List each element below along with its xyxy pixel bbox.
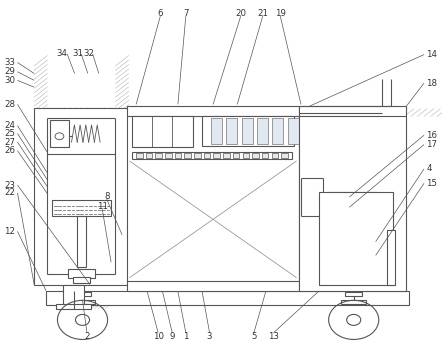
Text: 5: 5 <box>251 331 256 340</box>
Text: 12: 12 <box>4 227 15 236</box>
Text: 33: 33 <box>4 58 15 67</box>
Text: 18: 18 <box>426 79 437 88</box>
Bar <box>223 153 230 158</box>
Bar <box>241 118 253 144</box>
Bar <box>233 153 239 158</box>
Bar <box>62 284 85 305</box>
Text: 32: 32 <box>84 49 95 58</box>
Text: 22: 22 <box>4 189 15 198</box>
Text: 2: 2 <box>84 331 89 340</box>
Bar <box>288 118 299 144</box>
Text: 4: 4 <box>426 164 432 173</box>
Text: 34: 34 <box>56 49 67 58</box>
Bar <box>165 153 172 158</box>
Bar <box>204 153 210 158</box>
Text: 8: 8 <box>104 192 109 201</box>
Text: 26: 26 <box>4 146 15 155</box>
Text: 6: 6 <box>158 9 163 18</box>
Bar <box>257 118 268 144</box>
Bar <box>50 120 70 147</box>
Bar <box>127 106 299 291</box>
Bar <box>342 300 366 304</box>
Text: 15: 15 <box>426 179 437 188</box>
Bar <box>262 153 268 158</box>
Bar <box>202 116 294 146</box>
Bar <box>70 300 95 304</box>
Text: 24: 24 <box>4 121 15 130</box>
Bar <box>327 192 376 264</box>
Bar <box>299 106 406 291</box>
Text: 19: 19 <box>275 9 286 18</box>
Bar <box>272 118 284 144</box>
Text: 7: 7 <box>183 9 189 18</box>
Text: 21: 21 <box>257 9 268 18</box>
Bar <box>211 118 222 144</box>
Bar <box>77 216 86 267</box>
Text: 10: 10 <box>153 331 163 340</box>
Bar <box>34 108 128 284</box>
Text: 1: 1 <box>183 331 189 340</box>
Bar <box>184 153 191 158</box>
Bar <box>226 118 237 144</box>
Bar <box>194 153 201 158</box>
Text: 13: 13 <box>268 331 279 340</box>
Text: 20: 20 <box>235 9 246 18</box>
Bar <box>242 153 249 158</box>
Text: 14: 14 <box>426 50 437 59</box>
Bar <box>341 199 362 257</box>
Text: 25: 25 <box>4 129 15 138</box>
Text: 30: 30 <box>4 76 15 85</box>
Bar <box>146 153 152 158</box>
Bar <box>136 153 143 158</box>
Bar <box>73 277 90 283</box>
Bar <box>132 116 193 147</box>
Bar <box>319 192 393 284</box>
Text: 31: 31 <box>72 49 83 58</box>
Bar <box>155 153 162 158</box>
Text: 16: 16 <box>426 131 437 140</box>
Bar <box>281 153 288 158</box>
Bar <box>387 230 396 284</box>
Text: 9: 9 <box>170 331 175 340</box>
Bar <box>74 292 91 295</box>
Text: 23: 23 <box>4 181 15 190</box>
Text: 29: 29 <box>4 67 15 76</box>
Bar <box>56 304 91 309</box>
Bar <box>345 292 362 295</box>
Bar <box>68 269 95 278</box>
Bar <box>175 153 182 158</box>
Text: 27: 27 <box>4 138 15 147</box>
Text: 17: 17 <box>426 140 437 149</box>
Bar <box>132 152 292 159</box>
Text: 11: 11 <box>97 202 108 211</box>
Bar <box>272 153 278 158</box>
Bar <box>214 153 220 158</box>
Bar <box>46 291 408 305</box>
Text: 28: 28 <box>4 100 15 109</box>
Bar <box>252 153 259 158</box>
Text: 3: 3 <box>207 331 212 340</box>
Bar <box>52 200 111 216</box>
